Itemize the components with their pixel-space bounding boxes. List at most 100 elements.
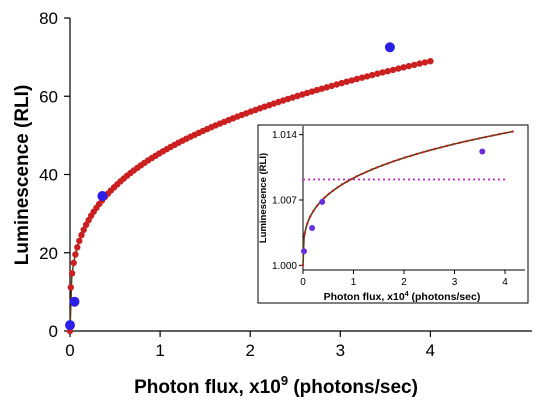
main-curve-marker [70,259,77,267]
inset-curve-marker [471,138,474,141]
main-curve-marker [289,94,296,101]
inset-curve-marker [309,215,312,218]
inset-curve-marker [312,209,315,213]
main-y-axis-title: Luminescence (RLI) [12,85,33,266]
inset-x-tick-label: 4 [502,277,508,288]
inset-curve-marker [336,186,339,189]
main-measured-point [384,42,395,53]
inset-x-tick-label: 3 [452,277,458,288]
inset-curve-marker [511,130,514,133]
main-curve-marker [427,58,434,65]
inset-y-axis-title: Luminescence (RLI) [258,153,269,243]
main-x-tick-label: 4 [426,341,435,360]
inset-curve-marker [345,180,348,183]
main-curve-marker [421,59,429,66]
inset-curve-marker [350,177,353,181]
inset-curve-marker [340,183,344,186]
main-y-tick-label: 0 [49,322,58,341]
inset-curve-marker [303,232,306,235]
inset-measured-point [319,198,326,205]
main-curve-marker [318,85,325,92]
inset-fitted-curve [301,130,514,267]
main-curve-marker [374,70,381,77]
inset-y-tick-label: 1.007 [272,196,297,207]
inset-curve-marker [381,164,384,167]
main-curve-marker [348,77,355,84]
inset-curve-marker [478,137,481,140]
main-curve-marker [313,86,321,94]
main-x-tick-label: 0 [65,341,74,360]
main-curve-marker [353,75,361,83]
main-curve-marker [328,82,335,90]
inset-curve-marker [323,196,326,199]
main-curve-marker [294,92,301,100]
inset-x-axis-title-unit: (photons/sec) [409,291,481,303]
inset-curve-marker [315,204,319,208]
main-x-tick-label: 2 [245,341,254,360]
main-curve-marker [389,66,397,74]
inset-y-tick-label: 1.014 [272,130,297,141]
inset-measured-points [301,148,486,255]
inset-curve-marker [427,149,430,152]
inset-curve-marker [446,144,449,147]
inset-curve-marker [504,131,507,135]
inset-curve-marker [409,154,413,157]
main-curve-marker [416,60,423,67]
inset-curve-marker [484,135,487,139]
inset-curve-marker [421,151,424,154]
main-curve-marker [358,74,366,81]
main-y-tick-label: 60 [39,87,58,106]
inset-curve-marker [465,140,468,143]
inset-curve-marker [355,175,358,178]
inset-curve-marker [327,192,331,196]
main-y-tick-label: 80 [39,9,58,28]
main-fitted-curve [66,58,434,335]
main-measured-points [65,42,395,331]
main-curve-marker [379,69,386,76]
inset-curve-marker [497,133,501,136]
main-curve-marker [395,65,402,72]
inset-curve-marker [398,158,401,161]
main-x-tick-label: 1 [155,341,164,360]
inset-x-tick-label: 0 [300,277,306,288]
inset-measured-point [309,225,316,231]
main-measured-point [97,191,108,201]
inset-curve-marker [491,134,494,137]
inset-curve-marker [452,143,455,146]
inset-curve-marker [392,160,395,163]
inset-curve-marker [433,147,436,151]
inset-curve-marker [331,189,335,192]
inset-curve-marker [439,146,443,149]
inset-x-axis-title-text: Photon flux, x10 [324,291,405,303]
inset-curve-marker [301,264,305,267]
main-curve-marker [308,88,316,95]
main-curve-marker [343,78,350,85]
inset-frame [257,124,529,304]
main-curve-marker [67,284,75,291]
inset-x-tick-label: 2 [401,277,407,288]
main-curve-marker [76,237,83,245]
main-curve-marker [363,73,371,80]
inset-curve-marker [306,222,309,225]
main-curve-marker [369,71,376,79]
main-curve-marker [78,231,85,239]
main-curve-marker [303,89,311,97]
inset-curve-marker [386,162,390,165]
main-curve-marker [323,84,330,91]
inset-curve-marker [415,152,418,156]
inset-y-tick-label: 1.000 [272,261,297,272]
main-curve-marker [384,68,391,75]
inset-ticks: 0 1 2 3 4 1.000 1.007 1.014 [272,126,525,288]
inset-measured-point [479,148,486,155]
main-measured-point [69,296,80,307]
main-x-tick-label: 3 [336,341,345,360]
main-measured-point [65,320,75,331]
inset-curve-marker [458,141,461,144]
main-curve-marker [284,95,292,103]
main-curve-marker [333,81,340,88]
main-curve-marker [80,226,87,233]
main-curve-marker [299,91,306,98]
